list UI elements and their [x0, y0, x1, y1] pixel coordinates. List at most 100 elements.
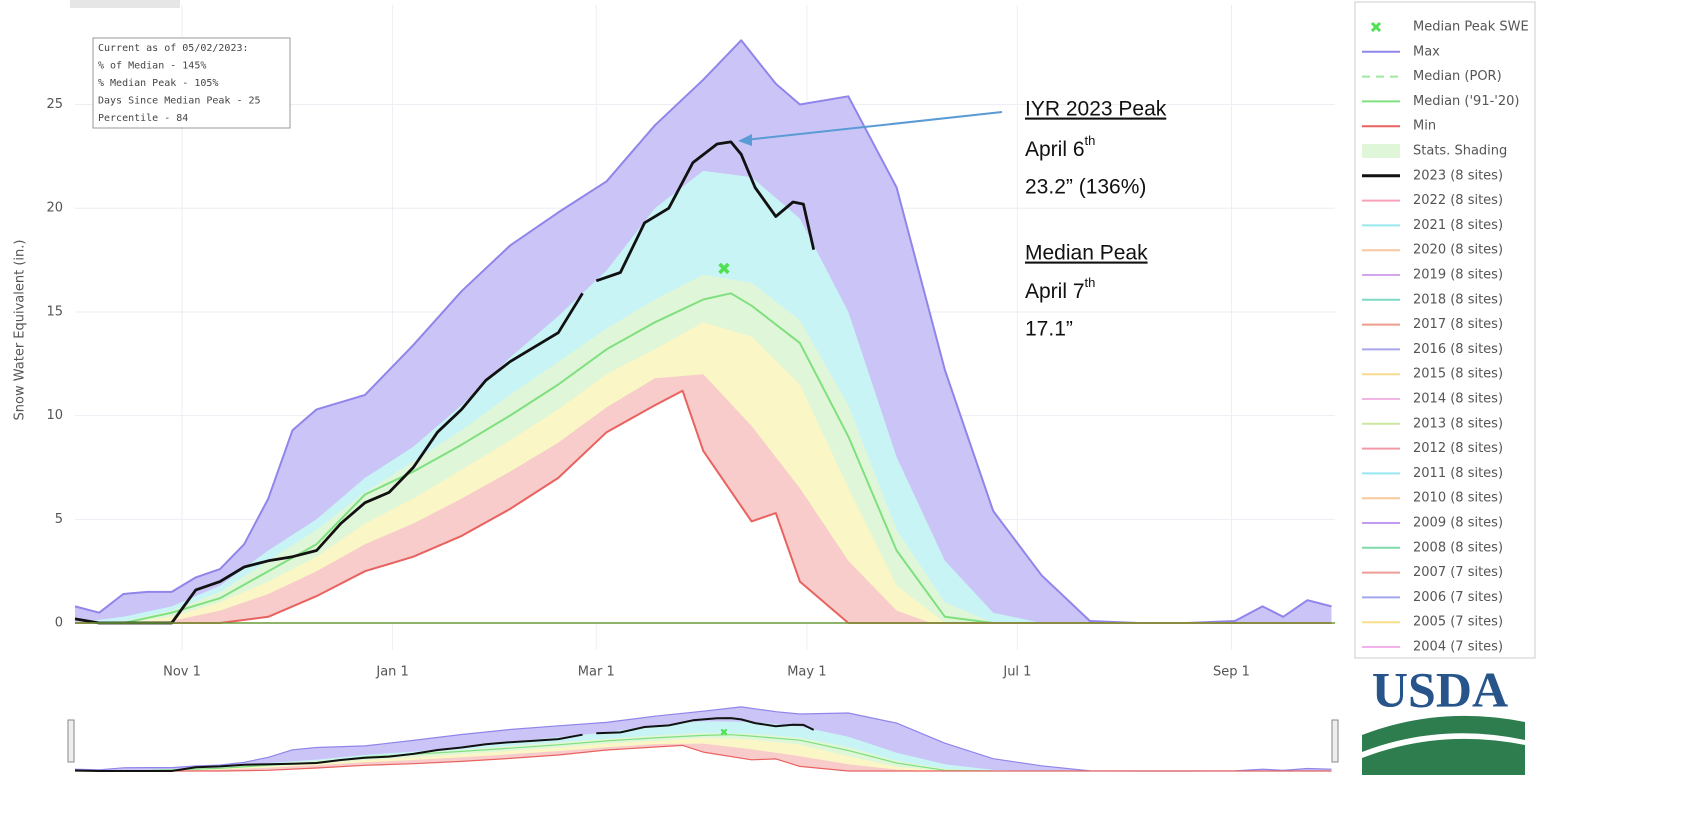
legend-item[interactable]: 2006 (7 sites): [1362, 590, 1503, 605]
legend-item[interactable]: 2022 (8 sites): [1362, 193, 1503, 208]
legend-item[interactable]: 2021 (8 sites): [1362, 218, 1503, 233]
legend-item[interactable]: Median (POR): [1362, 69, 1502, 84]
legend-label: 2022 (8 sites): [1413, 193, 1503, 208]
info-box: [92, 37, 291, 129]
legend-item[interactable]: 2010 (8 sites): [1362, 491, 1503, 506]
legend-label: 2023 (8 sites): [1413, 168, 1503, 183]
info-line: % of Median - 145%: [98, 61, 206, 72]
annotation-arrow: [744, 111, 1003, 141]
legend-item[interactable]: Stats. Shading: [1362, 144, 1507, 159]
legend-label: 2014 (8 sites): [1413, 392, 1503, 407]
x-tick-label: Jan 1: [375, 665, 408, 680]
legend-label: 2004 (7 sites): [1413, 640, 1503, 655]
annotation: 23.2” (136%): [1025, 176, 1146, 199]
legend-item[interactable]: 2014 (8 sites): [1362, 392, 1503, 407]
series-line: [75, 389, 1332, 624]
legend-label: 2006 (7 sites): [1413, 590, 1503, 605]
legend-label: 2015 (8 sites): [1413, 367, 1503, 382]
annotation: April 6th: [1025, 133, 1095, 160]
legend-item[interactable]: 2015 (8 sites): [1362, 367, 1503, 382]
legend-label: Stats. Shading: [1413, 144, 1507, 159]
legend-item[interactable]: 2020 (8 sites): [1362, 243, 1503, 258]
legend-label: 2016 (8 sites): [1413, 342, 1503, 357]
legend-item[interactable]: 2017 (8 sites): [1362, 317, 1503, 332]
median-peak-marker: [720, 728, 728, 736]
annotation-text: April 7: [1025, 280, 1085, 303]
legend-item[interactable]: 2018 (8 sites): [1362, 292, 1503, 307]
range-handle[interactable]: [67, 719, 75, 763]
logo-wave: [1362, 715, 1525, 752]
info-line: Current as of 05/02/2023:: [98, 43, 249, 54]
legend-item[interactable]: Max: [1362, 44, 1440, 59]
y-tick-label: 20: [46, 201, 63, 216]
x-tick-label: Jul 1: [1002, 665, 1031, 680]
logo: USDA: [1372, 661, 1508, 717]
legend-item[interactable]: 2009 (8 sites): [1362, 516, 1503, 531]
annotation: IYR 2023 Peak: [1025, 98, 1167, 121]
logo-wave: [1362, 738, 1525, 775]
legend-label: 2013 (8 sites): [1413, 416, 1503, 431]
legend-item[interactable]: 2008 (8 sites): [1362, 540, 1503, 555]
annotation-sup: th: [1085, 133, 1096, 148]
legend-item[interactable]: Median Peak SWE: [1370, 20, 1529, 35]
info-line: % Median Peak - 105%: [98, 78, 218, 89]
legend-label: 2011 (8 sites): [1413, 466, 1503, 481]
legend-label: Median (POR): [1413, 69, 1502, 84]
legend-item[interactable]: 2012 (8 sites): [1362, 441, 1503, 456]
legend-label: 2008 (8 sites): [1413, 540, 1503, 555]
legend-label: 2012 (8 sites): [1413, 441, 1503, 456]
x-tick-label: May 1: [787, 665, 826, 680]
legend-label: 2010 (8 sites): [1413, 491, 1503, 506]
series-line: [595, 140, 816, 283]
legend-label: Max: [1413, 44, 1440, 59]
y-tick-label: 10: [46, 408, 63, 423]
legend-label: 2019 (8 sites): [1413, 268, 1503, 283]
legend-item[interactable]: Min: [1362, 119, 1436, 134]
legend-item[interactable]: 2013 (8 sites): [1362, 416, 1503, 431]
series-line: [75, 292, 994, 624]
median-peak-marker: [718, 262, 730, 275]
info-line: Percentile - 84: [98, 113, 188, 124]
info-line: Days Since Median Peak - 25: [98, 96, 261, 107]
legend-item[interactable]: 2004 (7 sites): [1362, 640, 1503, 655]
legend-label: 2020 (8 sites): [1413, 243, 1503, 258]
annotation-text: April 6: [1025, 138, 1085, 161]
toolbar-tab: [70, 0, 180, 8]
annotation: 17.1”: [1025, 318, 1073, 341]
legend-symbol: [1362, 144, 1400, 158]
annotation: Median Peak: [1025, 242, 1148, 265]
y-tick-label: 25: [46, 97, 63, 112]
legend-label: 2018 (8 sites): [1413, 292, 1503, 307]
legend-item[interactable]: 2007 (7 sites): [1362, 565, 1503, 580]
legend-label: Median ('91-'20): [1413, 94, 1519, 109]
legend-symbol: [1370, 21, 1382, 33]
legend-label: 2009 (8 sites): [1413, 516, 1503, 531]
series-line: [75, 744, 1332, 772]
legend-label: Median Peak SWE: [1413, 20, 1529, 35]
legend-label: 2017 (8 sites): [1413, 317, 1503, 332]
legend-label: 2021 (8 sites): [1413, 218, 1503, 233]
arrow-head: [738, 134, 752, 146]
series-line: [596, 717, 815, 735]
y-tick-label: 15: [46, 304, 63, 319]
legend-label: 2007 (7 sites): [1413, 565, 1503, 580]
legend-item[interactable]: 2016 (8 sites): [1362, 342, 1503, 357]
x-tick-label: Mar 1: [578, 665, 615, 680]
legend-item[interactable]: 2019 (8 sites): [1362, 268, 1503, 283]
x-tick-label: Nov 1: [163, 665, 201, 680]
legend-item[interactable]: 2023 (8 sites): [1362, 168, 1503, 183]
legend-item[interactable]: Median ('91-'20): [1362, 94, 1519, 109]
y-tick-label: 0: [55, 616, 63, 631]
legend-label: 2005 (7 sites): [1413, 615, 1503, 630]
legend-item[interactable]: 2005 (7 sites): [1362, 615, 1503, 630]
range-handle[interactable]: [1331, 719, 1339, 763]
y-axis-label: Snow Water Equivalent (in.): [13, 240, 28, 421]
annotation: April 7th: [1025, 275, 1095, 302]
y-tick-label: 5: [55, 512, 63, 527]
series-line: [75, 734, 994, 772]
legend-item[interactable]: 2011 (8 sites): [1362, 466, 1503, 481]
x-tick-label: Sep 1: [1213, 665, 1250, 680]
annotation-sup: th: [1085, 275, 1096, 290]
series-line: [74, 733, 583, 772]
